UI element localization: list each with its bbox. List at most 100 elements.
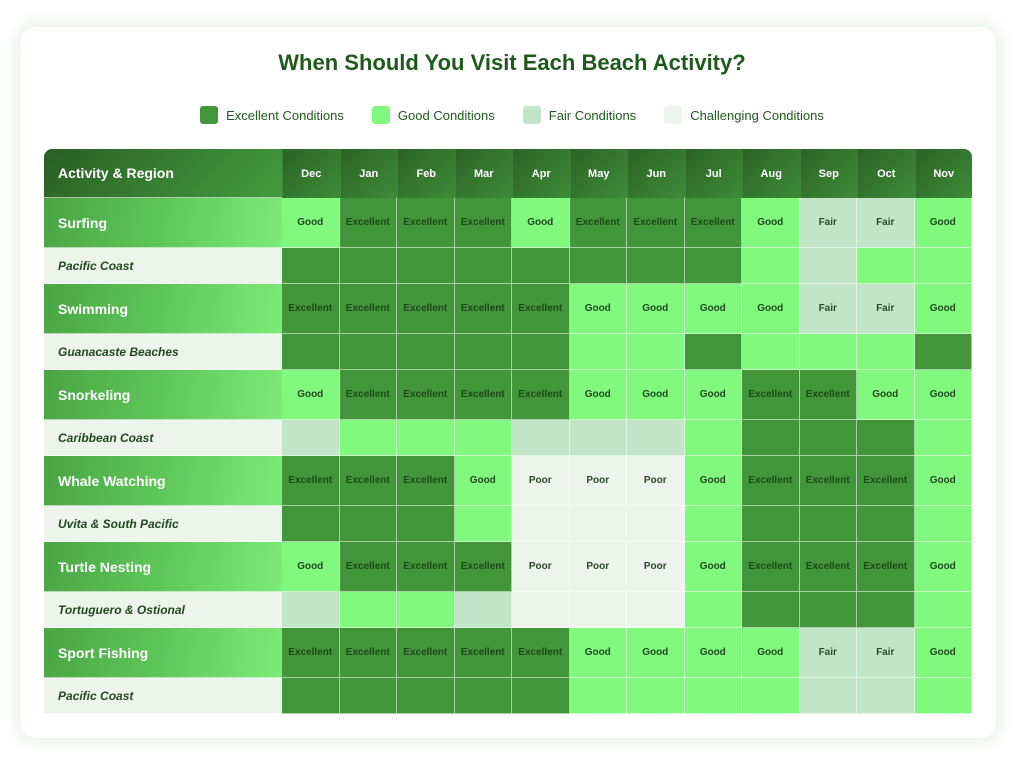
region-condition-cell bbox=[684, 420, 742, 456]
region-condition-cell bbox=[684, 506, 742, 542]
region-condition-cell bbox=[799, 506, 857, 542]
region-condition-cell bbox=[799, 334, 857, 370]
condition-cell: Excellent bbox=[569, 198, 627, 248]
region-condition-cell bbox=[742, 248, 800, 284]
condition-cell: Good bbox=[914, 284, 972, 334]
condition-cell: Excellent bbox=[397, 542, 455, 592]
region-condition-cell bbox=[282, 592, 340, 628]
table-header-row: Activity & Region Dec Jan Feb Mar Apr Ma… bbox=[44, 149, 972, 198]
column-header-month: Oct bbox=[857, 149, 915, 198]
region-condition-cell bbox=[454, 506, 512, 542]
region-condition-cell bbox=[282, 248, 340, 284]
condition-cell: Excellent bbox=[742, 456, 800, 506]
activity-row: Whale Watching Excellent Excellent Excellen… bbox=[44, 456, 972, 506]
condition-cell: Excellent bbox=[454, 542, 512, 592]
region-condition-cell bbox=[397, 678, 455, 714]
condition-cell: Excellent bbox=[742, 370, 800, 420]
condition-cell: Excellent bbox=[397, 198, 455, 248]
region-label: Tortuguero & Ostional bbox=[44, 592, 282, 628]
region-condition-cell bbox=[512, 420, 570, 456]
region-condition-cell bbox=[857, 592, 915, 628]
column-header-month: May bbox=[569, 149, 627, 198]
condition-cell: Excellent bbox=[339, 542, 397, 592]
condition-cell: Good bbox=[684, 284, 742, 334]
legend-swatch-fair bbox=[522, 106, 541, 124]
region-condition-cell bbox=[569, 678, 627, 714]
condition-cell: Poor bbox=[569, 542, 627, 592]
condition-cell: Excellent bbox=[454, 284, 512, 334]
condition-cell: Good bbox=[914, 456, 972, 506]
activity-label: Snorkeling bbox=[44, 370, 282, 420]
condition-cell: Fair bbox=[857, 198, 915, 248]
condition-cell: Excellent bbox=[339, 456, 397, 506]
region-condition-cell bbox=[914, 506, 972, 542]
region-condition-cell bbox=[742, 506, 800, 542]
region-condition-cell bbox=[282, 506, 340, 542]
condition-cell: Fair bbox=[857, 284, 915, 334]
region-condition-cell bbox=[799, 592, 857, 628]
legend-label: Good Conditions bbox=[397, 107, 495, 123]
condition-cell: Excellent bbox=[454, 628, 512, 678]
region-condition-cell bbox=[512, 506, 570, 542]
condition-cell: Excellent bbox=[339, 628, 397, 678]
condition-cell: Good bbox=[569, 370, 627, 420]
condition-cell: Excellent bbox=[627, 198, 685, 248]
condition-cell: Excellent bbox=[512, 370, 570, 420]
condition-cell: Good bbox=[914, 370, 972, 420]
legend-item-fair: Fair Conditions bbox=[522, 106, 636, 124]
region-condition-cell bbox=[857, 678, 915, 714]
region-condition-cell bbox=[627, 506, 685, 542]
activity-row: Sport Fishing Excellent Excellent Excellent… bbox=[44, 628, 972, 678]
activity-label: Sport Fishing bbox=[44, 628, 282, 678]
legend-swatch-challenging bbox=[664, 106, 683, 124]
region-row: Uvita & South Pacific bbox=[44, 506, 972, 542]
region-condition-cell bbox=[339, 248, 397, 284]
condition-cell: Good bbox=[742, 198, 800, 248]
condition-cell: Good bbox=[512, 198, 570, 248]
condition-cell: Good bbox=[914, 628, 972, 678]
region-label: Pacific Coast bbox=[44, 248, 282, 284]
region-condition-cell bbox=[684, 334, 742, 370]
column-header-month: Dec bbox=[282, 149, 340, 198]
condition-cell: Good bbox=[914, 542, 972, 592]
condition-cell: Good bbox=[914, 198, 972, 248]
region-row: Pacific Coast bbox=[44, 678, 972, 714]
activity-row: Surfing Good Excellent Excellent Excellent Go… bbox=[44, 198, 972, 248]
region-condition-cell bbox=[799, 678, 857, 714]
legend-item-excellent: Excellent Conditions bbox=[200, 106, 344, 124]
condition-cell: Excellent bbox=[857, 456, 915, 506]
condition-cell: Good bbox=[684, 370, 742, 420]
region-condition-cell bbox=[627, 334, 685, 370]
region-condition-cell bbox=[282, 420, 340, 456]
region-condition-cell bbox=[512, 592, 570, 628]
region-condition-cell bbox=[799, 248, 857, 284]
region-condition-cell bbox=[282, 678, 340, 714]
condition-cell: Excellent bbox=[397, 370, 455, 420]
condition-cell: Good bbox=[569, 284, 627, 334]
condition-cell: Excellent bbox=[282, 456, 340, 506]
region-condition-cell bbox=[914, 592, 972, 628]
legend-swatch-good bbox=[371, 106, 390, 124]
region-condition-cell bbox=[627, 678, 685, 714]
column-header-month: Apr bbox=[512, 149, 570, 198]
region-row: Pacific Coast bbox=[44, 248, 972, 284]
condition-cell: Good bbox=[569, 628, 627, 678]
condition-cell: Excellent bbox=[339, 284, 397, 334]
region-condition-cell bbox=[914, 678, 972, 714]
legend-item-good: Good Conditions bbox=[371, 106, 495, 124]
region-condition-cell bbox=[397, 592, 455, 628]
region-condition-cell bbox=[914, 248, 972, 284]
region-condition-cell bbox=[742, 334, 800, 370]
region-row: Caribbean Coast bbox=[44, 420, 972, 456]
activity-label: Surfing bbox=[44, 198, 282, 248]
region-condition-cell bbox=[512, 678, 570, 714]
region-condition-cell bbox=[569, 248, 627, 284]
legend-label: Challenging Conditions bbox=[690, 107, 824, 123]
region-condition-cell bbox=[339, 592, 397, 628]
region-condition-cell bbox=[684, 678, 742, 714]
region-condition-cell bbox=[339, 334, 397, 370]
region-label: Guanacaste Beaches bbox=[44, 334, 282, 370]
region-condition-cell bbox=[627, 248, 685, 284]
region-condition-cell bbox=[627, 420, 685, 456]
activity-label: Turtle Nesting bbox=[44, 542, 282, 592]
